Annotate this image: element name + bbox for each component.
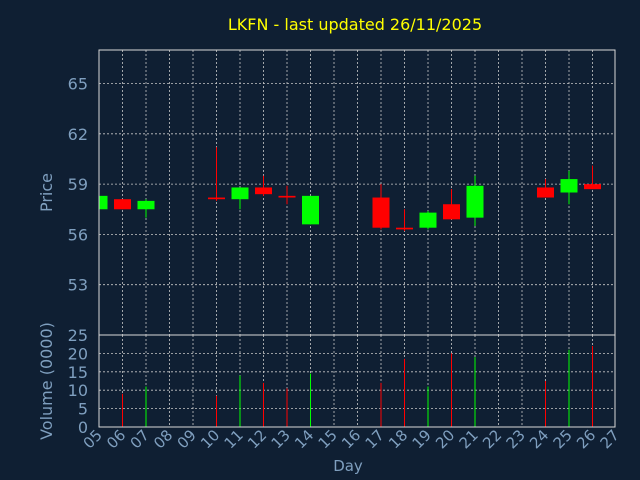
candle-20 bbox=[443, 189, 460, 220]
candle-body bbox=[302, 195, 319, 225]
volume-plot-frame bbox=[98, 334, 616, 428]
candle-body bbox=[278, 195, 296, 198]
price-grid bbox=[99, 50, 615, 335]
candle-21 bbox=[466, 175, 484, 227]
x-tick-label: 24 bbox=[526, 426, 552, 452]
x-tick-label: 09 bbox=[174, 426, 200, 452]
x-axis-label: Day bbox=[333, 457, 363, 475]
candle-14 bbox=[302, 195, 319, 225]
candle-body bbox=[114, 199, 131, 210]
candle-10 bbox=[208, 147, 225, 201]
candle-11 bbox=[231, 187, 249, 210]
x-tick-label: 26 bbox=[573, 426, 599, 452]
price-candles bbox=[98, 147, 601, 232]
volume-grid bbox=[99, 335, 615, 427]
volume-y-tick-label: 15 bbox=[68, 363, 88, 382]
x-tick-label: 22 bbox=[479, 426, 505, 452]
candle-13 bbox=[278, 185, 296, 205]
price-y-tick-label: 53 bbox=[68, 276, 88, 295]
candle-19 bbox=[419, 210, 437, 230]
candle-24 bbox=[537, 179, 554, 198]
x-tick-label: 21 bbox=[456, 426, 482, 452]
x-tick-label: 17 bbox=[362, 426, 388, 452]
candle-body bbox=[208, 197, 225, 200]
volume-y-tick-label: 25 bbox=[68, 326, 88, 345]
candle-12 bbox=[255, 175, 272, 196]
candle-body bbox=[560, 179, 578, 193]
price-y-tick-labels: 53 56 59 62 65 bbox=[68, 75, 88, 295]
candle-body bbox=[255, 187, 272, 195]
x-tick-labels: 0506070809101112131415161718192021222324… bbox=[80, 426, 623, 452]
x-tick-label: 14 bbox=[291, 426, 317, 452]
x-tick-label: 12 bbox=[244, 426, 270, 452]
price-y-tick-label: 65 bbox=[68, 75, 88, 94]
price-panel: 53 56 59 62 65 Price bbox=[37, 49, 616, 336]
x-tick-label: 11 bbox=[221, 426, 247, 452]
volume-axis-label: Volume (0000) bbox=[37, 322, 56, 440]
candle-body bbox=[466, 185, 484, 218]
volume-bars bbox=[122, 346, 593, 427]
price-axis-label: Price bbox=[37, 173, 56, 212]
x-tick-label: 20 bbox=[432, 426, 458, 452]
x-tick-label: 06 bbox=[103, 426, 129, 452]
x-tick-label: 23 bbox=[503, 426, 529, 452]
candle-body bbox=[99, 195, 108, 210]
x-tick-label: 18 bbox=[385, 426, 411, 452]
volume-y-tick-label: 20 bbox=[68, 344, 88, 363]
candle-25 bbox=[560, 170, 578, 205]
candle-07 bbox=[137, 199, 155, 218]
candle-body bbox=[396, 227, 413, 230]
x-tick-label: 16 bbox=[338, 426, 364, 452]
candle-body bbox=[231, 187, 249, 200]
candle-body bbox=[137, 200, 155, 210]
volume-y-tick-label: 0 bbox=[78, 418, 88, 437]
candle-05 bbox=[98, 195, 108, 210]
price-y-tick-label: 56 bbox=[68, 225, 88, 244]
candle-06 bbox=[114, 199, 131, 210]
chart-title: LKFN - last updated 26/11/2025 bbox=[228, 15, 482, 34]
volume-y-tick-label: 10 bbox=[68, 381, 88, 400]
candle-body bbox=[443, 204, 460, 220]
x-tick-label: 07 bbox=[127, 426, 153, 452]
x-tick-label: 15 bbox=[315, 426, 341, 452]
candle-body bbox=[419, 212, 437, 228]
x-tick-label: 08 bbox=[150, 426, 176, 452]
candle-body bbox=[584, 184, 601, 190]
volume-y-tick-label: 5 bbox=[78, 400, 88, 419]
x-tick-label: 19 bbox=[409, 426, 435, 452]
price-y-tick-label: 62 bbox=[68, 125, 88, 144]
x-tick-label: 13 bbox=[268, 426, 294, 452]
x-tick-label: 10 bbox=[197, 426, 223, 452]
candle-26 bbox=[584, 165, 601, 190]
candle-17 bbox=[372, 184, 390, 230]
candle-body bbox=[372, 197, 390, 228]
candle-body bbox=[537, 187, 554, 198]
x-tick-label: 25 bbox=[550, 426, 576, 452]
price-y-tick-label: 59 bbox=[68, 175, 88, 194]
candle-18 bbox=[396, 209, 413, 232]
x-tick-label: 27 bbox=[597, 426, 623, 452]
